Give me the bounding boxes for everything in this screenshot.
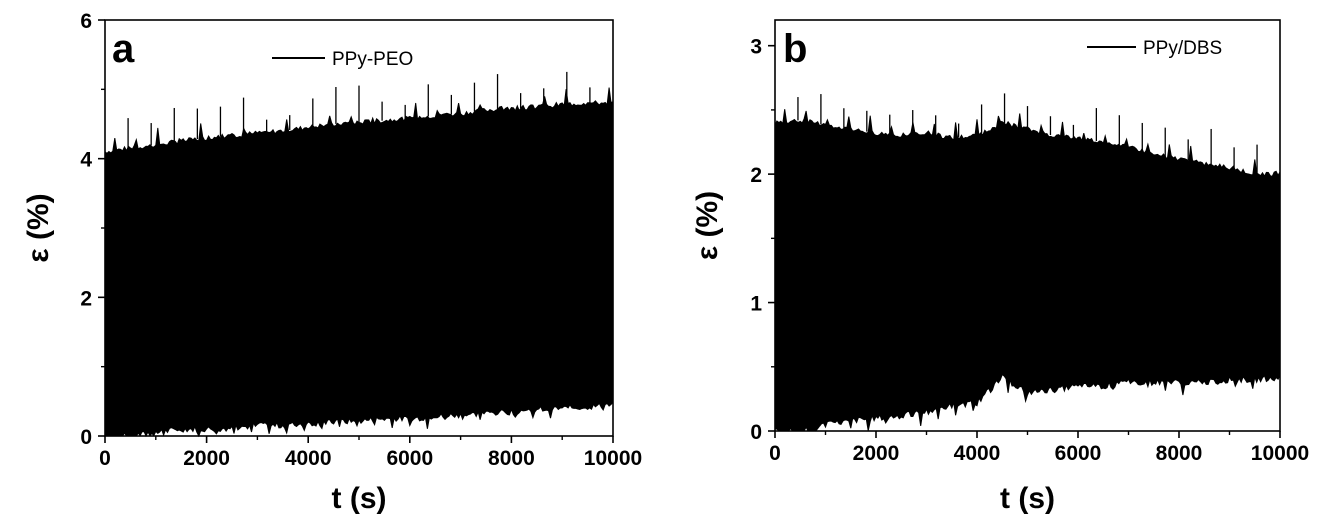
panel-label: a <box>112 27 135 71</box>
y-tick-label: 2 <box>750 164 762 187</box>
legend-label: PPy-PEO <box>332 49 413 70</box>
series-b-0-band <box>774 109 1281 432</box>
x-tick-label: 8000 <box>1156 442 1203 465</box>
x-tick-label: 0 <box>769 442 781 465</box>
x-tick-label: 6000 <box>1055 442 1102 465</box>
y-tick-label: 3 <box>750 36 762 59</box>
x-tick-label: 2000 <box>183 447 230 470</box>
x-tick-label: 2000 <box>853 442 900 465</box>
y-tick-label: 0 <box>80 426 92 449</box>
series-a-0-band <box>104 87 614 438</box>
x-tick-label: 10000 <box>1251 442 1309 465</box>
legend-label: PPy/DBS <box>1143 38 1222 59</box>
y-tick-label: 6 <box>80 10 92 33</box>
x-tick-label: 0 <box>99 447 111 470</box>
y-axis-title: ε (%) <box>22 193 55 262</box>
chart-panel-b: 0 2000 4000 6000 8000 10000 0 1 2 3 t (s) ε (%) b PPy… <box>691 19 1309 515</box>
x-tick-label: 10000 <box>584 447 642 470</box>
y-tick-label: 1 <box>750 293 762 316</box>
x-tick-label: 6000 <box>386 447 433 470</box>
y-tick-label: 2 <box>80 287 92 310</box>
x-tick-label: 4000 <box>954 442 1001 465</box>
chart-panel-a: 0 2000 4000 6000 8000 10000 0 2 4 6 t (s) ε (%) a PPy… <box>22 10 642 515</box>
y-axis-title: ε (%) <box>691 191 724 260</box>
x-axis-title: t (s) <box>332 482 387 515</box>
y-tick-label: 0 <box>750 421 762 444</box>
y-tick-label: 4 <box>80 149 92 172</box>
panel-label: b <box>783 27 807 71</box>
x-axis-title: t (s) <box>1000 482 1055 515</box>
x-tick-label: 8000 <box>488 447 535 470</box>
x-tick-label: 4000 <box>285 447 332 470</box>
